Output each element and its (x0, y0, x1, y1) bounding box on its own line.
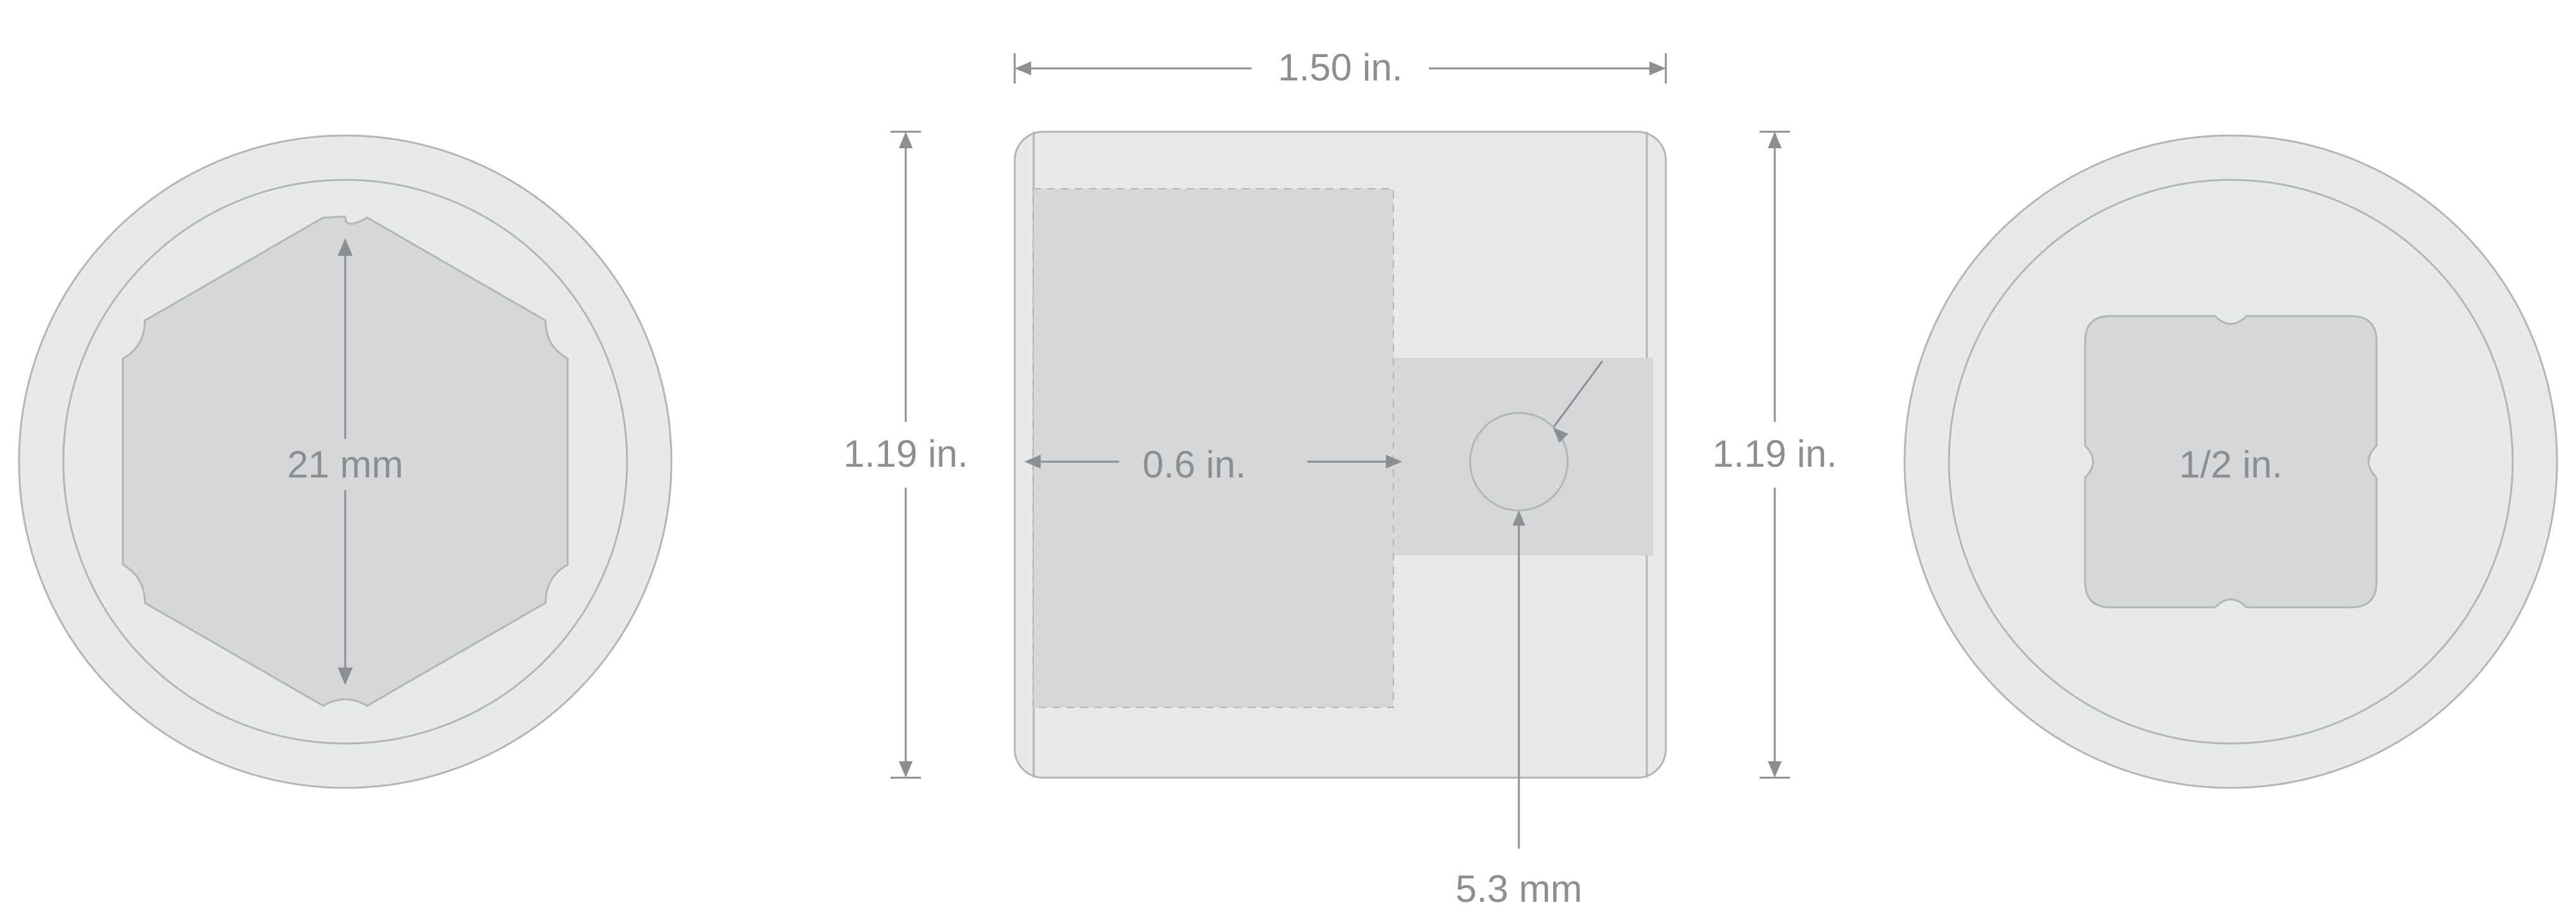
top-width-label: 1.50 in. (1214, 46, 1467, 89)
hex-size-label: 21 mm (278, 439, 412, 490)
left-height-label: 1.19 in. (779, 432, 1032, 476)
right-height-label: 1.19 in. (1648, 432, 1901, 476)
ball-hole-label: 5.3 mm (1392, 867, 1646, 911)
depth-label: 0.6 in. (1134, 439, 1255, 490)
drive-size-label: 1/2 in. (2170, 439, 2291, 490)
